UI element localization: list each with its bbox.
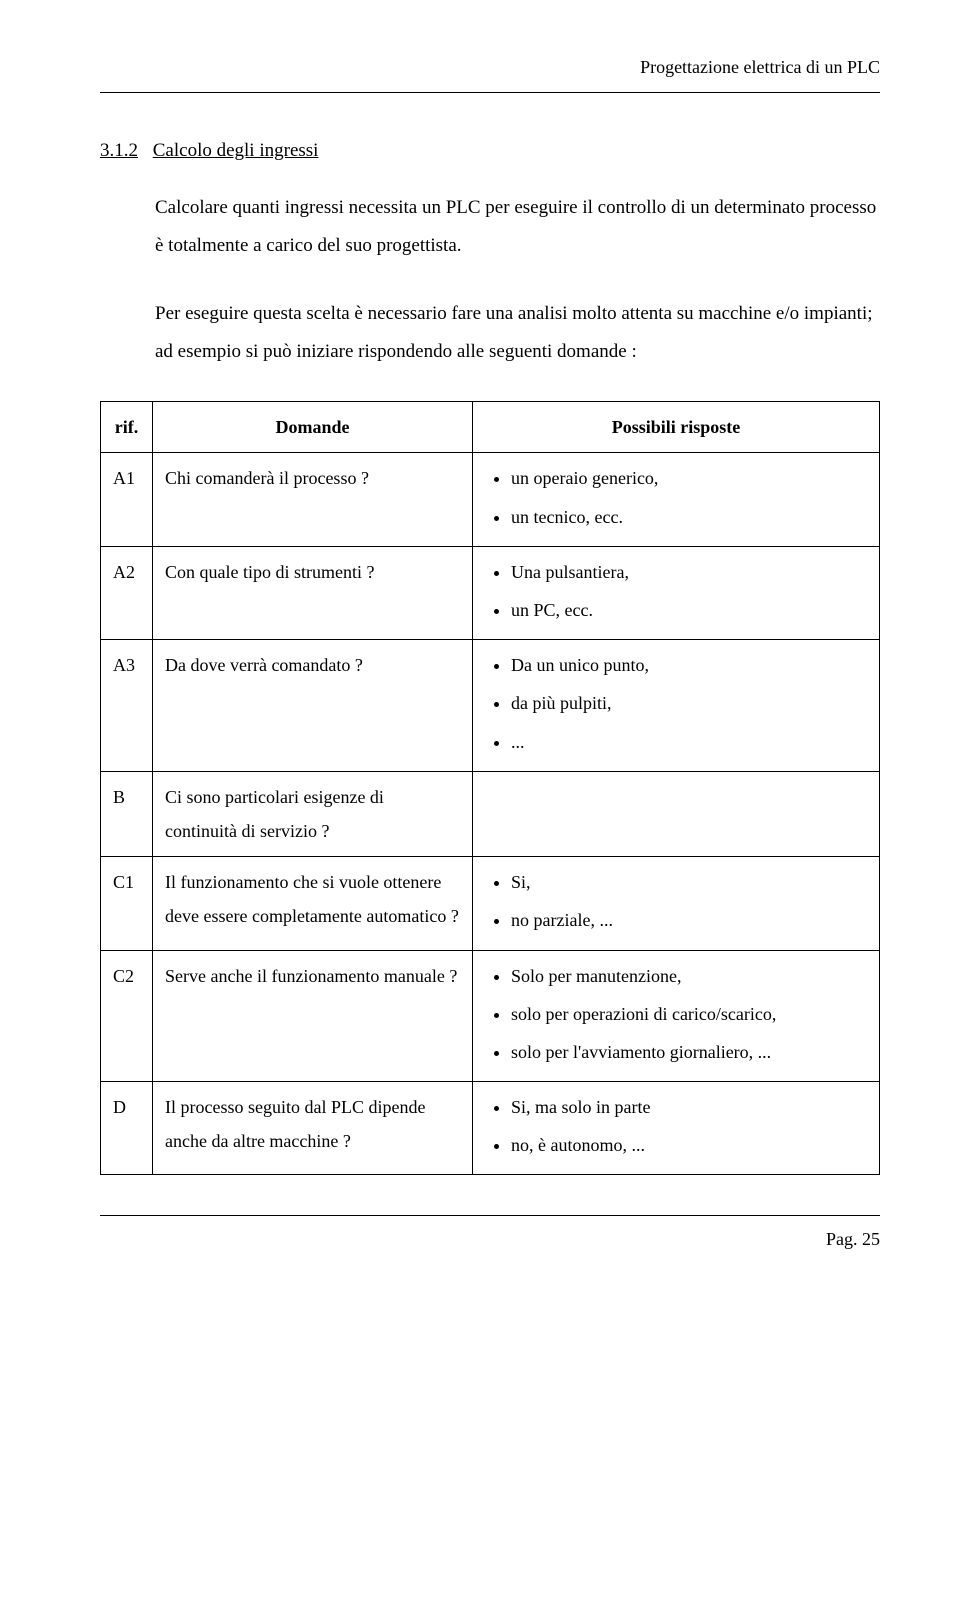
table-row: DIl processo seguito dal PLC dipende anc…	[101, 1082, 880, 1175]
answer-list: Da un unico punto, da più pulpiti,...	[485, 648, 867, 759]
answer-list: Solo per manutenzione, solo per operazion…	[485, 959, 867, 1070]
paragraph-2: Per eseguire questa scelta è necessario …	[155, 295, 880, 371]
cell-question: Il funzionamento che si vuole ottenere d…	[153, 857, 473, 950]
cell-answers: un operaio generico, un tecnico, ecc.	[473, 453, 880, 546]
answer-item: Solo per manutenzione,	[511, 959, 867, 993]
table-row: BCi sono particolari esigenze di continu…	[101, 771, 880, 856]
answer-list: Si, ma solo in parte no, è autonomo, ...	[485, 1090, 867, 1162]
table-header-row: rif. Domande Possibili risposte	[101, 402, 880, 453]
answer-item: no parziale, ...	[511, 903, 867, 937]
cell-ref: C1	[101, 857, 153, 950]
cell-ref: A3	[101, 640, 153, 772]
section-title: Calcolo degli ingressi	[153, 140, 319, 161]
paragraph-1: Calcolare quanti ingressi necessita un P…	[155, 189, 880, 265]
answer-list: Si, no parziale, ...	[485, 865, 867, 937]
col-question-header: Domande	[153, 402, 473, 453]
cell-ref: B	[101, 771, 153, 856]
cell-answers: Solo per manutenzione, solo per operazion…	[473, 950, 880, 1082]
page-number: Pag. 25	[100, 1222, 880, 1256]
section-number: 3.1.2	[100, 140, 138, 161]
cell-answers	[473, 771, 880, 856]
cell-answers: Da un unico punto, da più pulpiti,...	[473, 640, 880, 772]
col-ref-header: rif.	[101, 402, 153, 453]
cell-answers: Una pulsantiera, un PC, ecc.	[473, 546, 880, 639]
qa-table: rif. Domande Possibili risposte A1Chi co…	[100, 401, 880, 1175]
cell-question: Ci sono particolari esigenze di continui…	[153, 771, 473, 856]
answer-list: Una pulsantiera, un PC, ecc.	[485, 555, 867, 627]
cell-answers: Si, no parziale, ...	[473, 857, 880, 950]
table-row: C1Il funzionamento che si vuole ottenere…	[101, 857, 880, 950]
cell-ref: C2	[101, 950, 153, 1082]
cell-ref: D	[101, 1082, 153, 1175]
cell-ref: A1	[101, 453, 153, 546]
footer-rule	[100, 1215, 880, 1216]
table-row: A1Chi comanderà il processo ?un operaio …	[101, 453, 880, 546]
answer-item: Da un unico punto,	[511, 648, 867, 682]
running-header: Progettazione elettrica di un PLC	[100, 50, 880, 84]
cell-question: Da dove verrà comandato ?	[153, 640, 473, 772]
cell-question: Serve anche il funzionamento manuale ?	[153, 950, 473, 1082]
answer-item: un operaio generico,	[511, 461, 867, 495]
cell-question: Il processo seguito dal PLC dipende anch…	[153, 1082, 473, 1175]
answer-item: solo per operazioni di carico/scarico,	[511, 997, 867, 1031]
answer-item: ...	[511, 725, 867, 759]
table-row: C2Serve anche il funzionamento manuale ?…	[101, 950, 880, 1082]
answer-item: no, è autonomo, ...	[511, 1128, 867, 1162]
table-row: A3Da dove verrà comandato ?Da un unico p…	[101, 640, 880, 772]
answer-item: Si, ma solo in parte	[511, 1090, 867, 1124]
answer-item: un PC, ecc.	[511, 593, 867, 627]
answer-item: da più pulpiti,	[511, 686, 867, 720]
cell-answers: Si, ma solo in parte no, è autonomo, ...	[473, 1082, 880, 1175]
answer-item: Si,	[511, 865, 867, 899]
cell-question: Con quale tipo di strumenti ?	[153, 546, 473, 639]
answer-item: un tecnico, ecc.	[511, 500, 867, 534]
answer-item: Una pulsantiera,	[511, 555, 867, 589]
cell-ref: A2	[101, 546, 153, 639]
answer-item: solo per l'avviamento giornaliero, ...	[511, 1035, 867, 1069]
col-answer-header: Possibili risposte	[473, 402, 880, 453]
section-heading: 3.1.2 Calcolo degli ingressi	[100, 133, 880, 169]
answer-list: un operaio generico, un tecnico, ecc.	[485, 461, 867, 533]
cell-question: Chi comanderà il processo ?	[153, 453, 473, 546]
header-rule	[100, 92, 880, 93]
table-row: A2Con quale tipo di strumenti ?Una pulsa…	[101, 546, 880, 639]
